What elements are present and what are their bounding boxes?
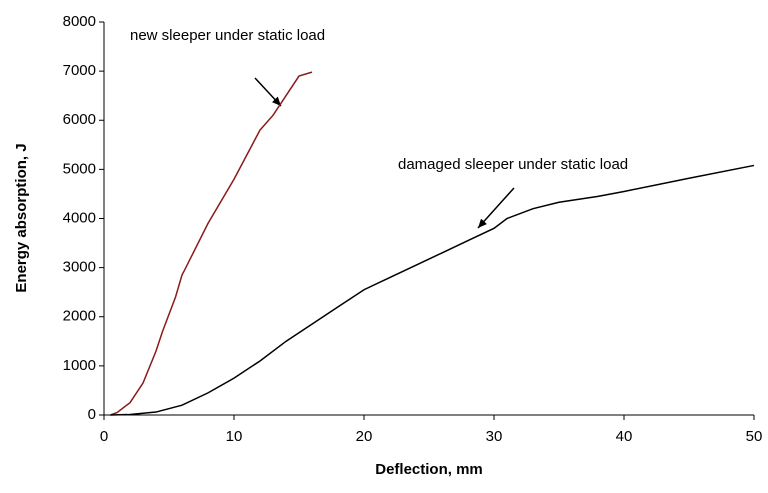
data-line bbox=[110, 164, 755, 416]
x-tick-label: 50 bbox=[746, 428, 763, 445]
x-tick-label: 0 bbox=[100, 428, 108, 445]
x-tick-label: 30 bbox=[486, 428, 503, 445]
y-tick-label: 5000 bbox=[63, 160, 96, 177]
y-tick-label: 3000 bbox=[63, 259, 96, 276]
x-tick-label: 20 bbox=[356, 428, 373, 445]
x-axis-label: Deflection, mm bbox=[375, 461, 483, 478]
y-axis-label: Energy absorption, J bbox=[13, 143, 30, 292]
y-tick-label: 6000 bbox=[63, 111, 96, 128]
x-tick-label: 10 bbox=[226, 428, 243, 445]
data-line bbox=[110, 71, 313, 416]
y-tick-label: 1000 bbox=[63, 357, 96, 374]
x-tick-label: 40 bbox=[616, 428, 633, 445]
y-tick-label: 4000 bbox=[63, 209, 96, 226]
annotation: new sleeper under static load bbox=[130, 27, 325, 44]
y-tick-label: 0 bbox=[88, 406, 96, 423]
annotation-arrow bbox=[254, 77, 282, 107]
annotation-arrow bbox=[477, 187, 515, 229]
y-tick-label: 8000 bbox=[63, 13, 96, 30]
y-tick-label: 2000 bbox=[63, 308, 96, 325]
y-tick-label: 7000 bbox=[63, 62, 96, 79]
annotation: damaged sleeper under static load bbox=[398, 156, 628, 173]
